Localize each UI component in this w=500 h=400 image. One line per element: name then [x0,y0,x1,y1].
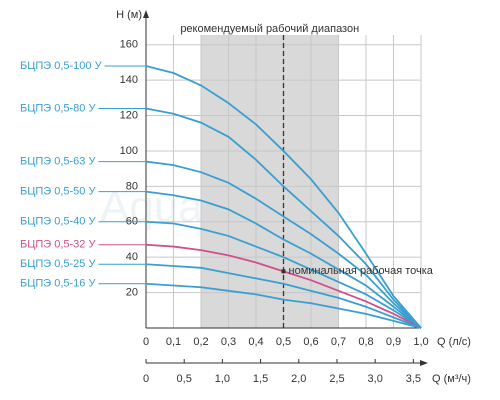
x-tick-label: 1,0 [413,336,428,348]
x-axis-label: Q (л/с) [437,336,471,348]
y-tick-label: 160 [120,39,138,51]
curve [145,220,422,329]
curve [145,107,422,329]
legend-label: БЦПЭ 0,5-40 У [20,216,96,228]
recommended-range [201,35,339,328]
x-tick-label: 0,7 [331,336,346,348]
legend-label: БЦПЭ 0,5-63 У [20,155,96,167]
y-tick-label: 80 [126,180,138,192]
y-tick-label: 140 [120,74,138,86]
legend-label: БЦПЭ 0,5-16 У [20,278,96,290]
x-tick-label: 0,1 [166,336,181,348]
curve [145,263,422,329]
x2-tick-label: 2,0 [291,373,306,385]
x-tick-label: 0,2 [193,336,208,348]
legend-label: БЦПЭ 0,5-80 У [20,102,96,114]
x2-tick-label: 0,5 [177,373,192,385]
y-axis-label: H (м) [116,9,142,21]
legend-label: БЦПЭ 0,5-32 У [20,239,96,251]
x-tick-label: 0,8 [358,336,373,348]
x-tick-label: 0,4 [248,336,263,348]
curve [145,190,422,329]
x-tick-label: 0,9 [386,336,401,348]
x2-tick-label: 3,5 [406,373,421,385]
nominal-marker [281,269,286,274]
y-tick-label: 120 [120,109,138,121]
curve [145,282,422,329]
x2-tick-label: 3,0 [368,373,383,385]
x2-arrow [420,360,428,366]
legend-label: БЦПЭ 0,5-100 У [20,60,103,72]
x-tick-label: 0,3 [221,336,236,348]
legend-label: БЦПЭ 0,5-25 У [20,258,96,270]
x-tick-label: 0 [143,336,149,348]
x2-tick-label: 1,5 [253,373,268,385]
x2-tick-label: 1,0 [215,373,230,385]
x2-tick-label: 2,5 [329,373,344,385]
legend-label: БЦПЭ 0,5-50 У [20,186,96,198]
nominal-label: номинальная рабочая точка [289,265,434,277]
x2-tick-label: 0 [143,373,149,385]
y-tick-label: 40 [126,251,138,263]
range-title: рекомендуемый рабочий диапазон [180,23,359,35]
x-tick-label: 0,5 [276,336,291,348]
x2-axis-label: Q (м³/ч) [432,373,471,385]
y-arrow [143,10,149,18]
y-tick-label: 20 [126,286,138,298]
y-tick-label: 100 [120,145,138,157]
x-tick-label: 0,6 [303,336,318,348]
curve [145,160,422,329]
curve [145,65,422,329]
